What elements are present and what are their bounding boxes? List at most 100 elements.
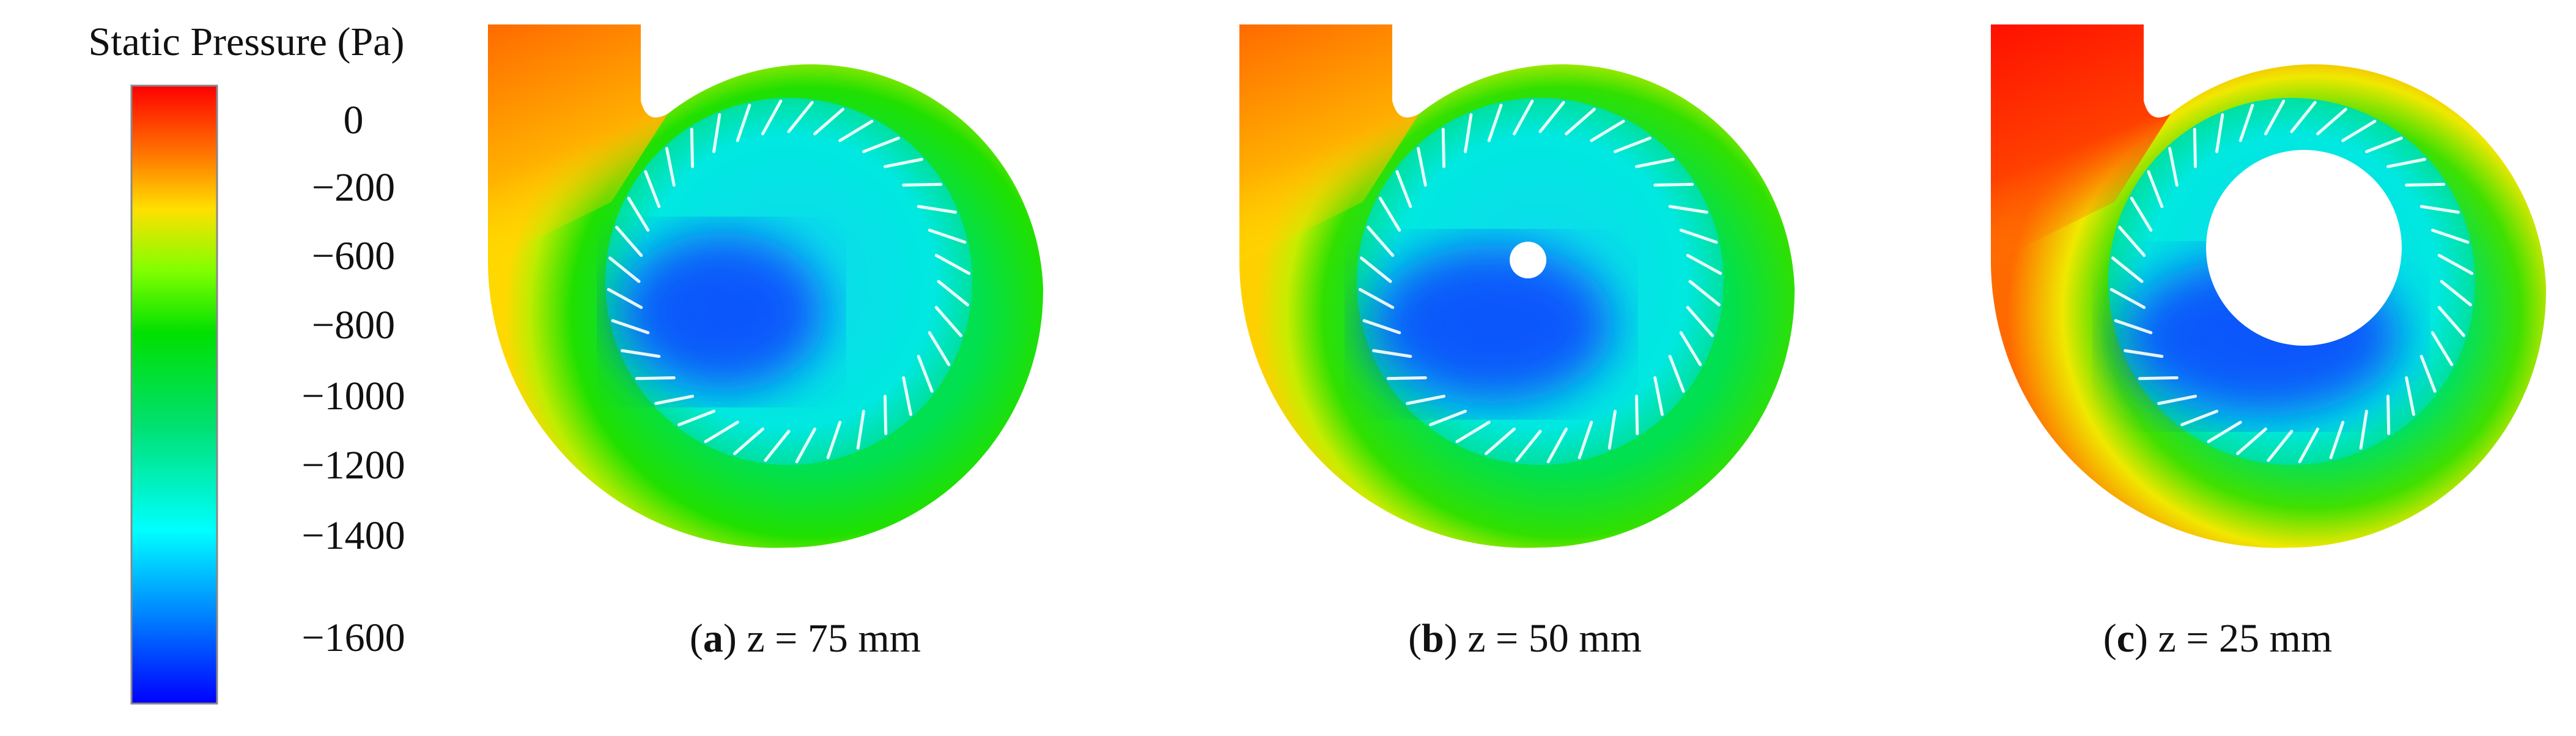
blade bbox=[1653, 376, 1664, 416]
blade bbox=[1358, 288, 1395, 310]
blade bbox=[733, 427, 764, 455]
blade bbox=[2138, 376, 2179, 381]
blade bbox=[1590, 119, 1625, 143]
blade bbox=[1395, 170, 1412, 208]
blade bbox=[1406, 395, 1446, 405]
blade bbox=[644, 170, 661, 208]
colorbar-label: −800 bbox=[312, 303, 395, 348]
blade bbox=[615, 226, 643, 257]
blade bbox=[1686, 253, 1722, 275]
blade bbox=[862, 136, 900, 154]
blade bbox=[608, 256, 641, 283]
blade bbox=[1487, 103, 1503, 143]
blade bbox=[2157, 395, 2198, 405]
blade bbox=[621, 349, 661, 358]
contour-panel: (a) z = 75 mm bbox=[488, 24, 1044, 661]
colorbar-title: Static Pressure (Pa) bbox=[89, 20, 405, 64]
blade bbox=[1688, 280, 1721, 307]
blade bbox=[1614, 136, 1652, 154]
blade bbox=[1441, 127, 1446, 168]
blade bbox=[654, 395, 695, 405]
panel-caption: (c) z = 25 mm bbox=[2103, 616, 2332, 661]
blade bbox=[627, 196, 650, 232]
colorbar-label: 0 bbox=[344, 98, 364, 143]
blade bbox=[917, 355, 934, 393]
blade bbox=[2238, 103, 2254, 143]
blade bbox=[2437, 253, 2474, 275]
inlet-duct bbox=[488, 24, 668, 263]
blade bbox=[928, 228, 967, 244]
colorbar-label: −1600 bbox=[301, 615, 405, 660]
blade bbox=[2215, 113, 2224, 154]
blade bbox=[2365, 136, 2403, 154]
blade bbox=[1668, 355, 1685, 393]
colorbar-label: −1400 bbox=[301, 513, 405, 558]
contour-panel: (c) z = 25 mm bbox=[1991, 24, 2547, 661]
blade bbox=[2236, 427, 2267, 455]
colorbar-label: −1000 bbox=[301, 374, 405, 418]
blade bbox=[1653, 182, 1694, 187]
blade bbox=[2386, 158, 2426, 168]
panel-caption: (b) z = 50 mm bbox=[1408, 616, 1642, 661]
blade bbox=[937, 280, 970, 307]
blade bbox=[1372, 349, 1412, 358]
blade bbox=[764, 429, 791, 463]
blade bbox=[607, 288, 643, 310]
blade bbox=[1485, 427, 1516, 455]
blade bbox=[665, 147, 676, 187]
blade bbox=[934, 306, 962, 337]
blade bbox=[2124, 349, 2164, 358]
blade bbox=[2329, 420, 2345, 459]
blade bbox=[761, 99, 783, 136]
blade bbox=[2430, 331, 2454, 366]
blade bbox=[2118, 226, 2146, 257]
blade bbox=[1679, 331, 1702, 366]
blade bbox=[1386, 376, 1427, 381]
blade bbox=[2180, 409, 2218, 426]
blade bbox=[1455, 420, 1491, 444]
blade bbox=[1578, 420, 1593, 459]
blade bbox=[813, 108, 844, 136]
caption-part: ( bbox=[690, 616, 703, 661]
caption-part: ) z = 50 mm bbox=[1444, 616, 1642, 661]
blade bbox=[1512, 99, 1534, 136]
blade bbox=[1546, 427, 1568, 464]
caption-part: a bbox=[703, 616, 723, 661]
blade bbox=[902, 182, 943, 187]
hub bbox=[1510, 242, 1546, 278]
blade bbox=[838, 119, 874, 143]
hub bbox=[2206, 150, 2402, 346]
blade bbox=[2111, 256, 2144, 283]
blade bbox=[1565, 108, 1596, 136]
caption-part: c bbox=[2117, 616, 2135, 661]
blade bbox=[1634, 158, 1675, 168]
blade bbox=[2405, 182, 2446, 187]
blade bbox=[917, 205, 957, 214]
blade bbox=[1417, 147, 1427, 187]
blade bbox=[1668, 205, 1708, 214]
blade bbox=[2168, 147, 2179, 187]
blade bbox=[1429, 409, 1467, 426]
blade bbox=[2419, 205, 2460, 214]
blade bbox=[1686, 306, 1714, 337]
blade bbox=[2440, 280, 2473, 307]
blade bbox=[2359, 409, 2368, 450]
blade bbox=[902, 376, 912, 416]
blade bbox=[1515, 429, 1542, 463]
blade bbox=[883, 158, 923, 168]
caption-part: ( bbox=[2103, 616, 2117, 661]
colorbar-label: −1200 bbox=[301, 443, 405, 488]
blade bbox=[1359, 256, 1392, 283]
contour-panel: (b) z = 50 mm bbox=[1239, 24, 1795, 661]
blade bbox=[704, 420, 739, 444]
blade bbox=[2114, 319, 2153, 335]
blade bbox=[2193, 127, 2198, 168]
blade bbox=[795, 427, 817, 464]
caption-part: ( bbox=[1408, 616, 1422, 661]
inlet-duct bbox=[1239, 24, 1419, 263]
blade bbox=[2264, 99, 2286, 136]
panel-caption: (a) z = 75 mm bbox=[690, 616, 921, 661]
blade bbox=[826, 420, 842, 459]
blade bbox=[2419, 355, 2437, 393]
